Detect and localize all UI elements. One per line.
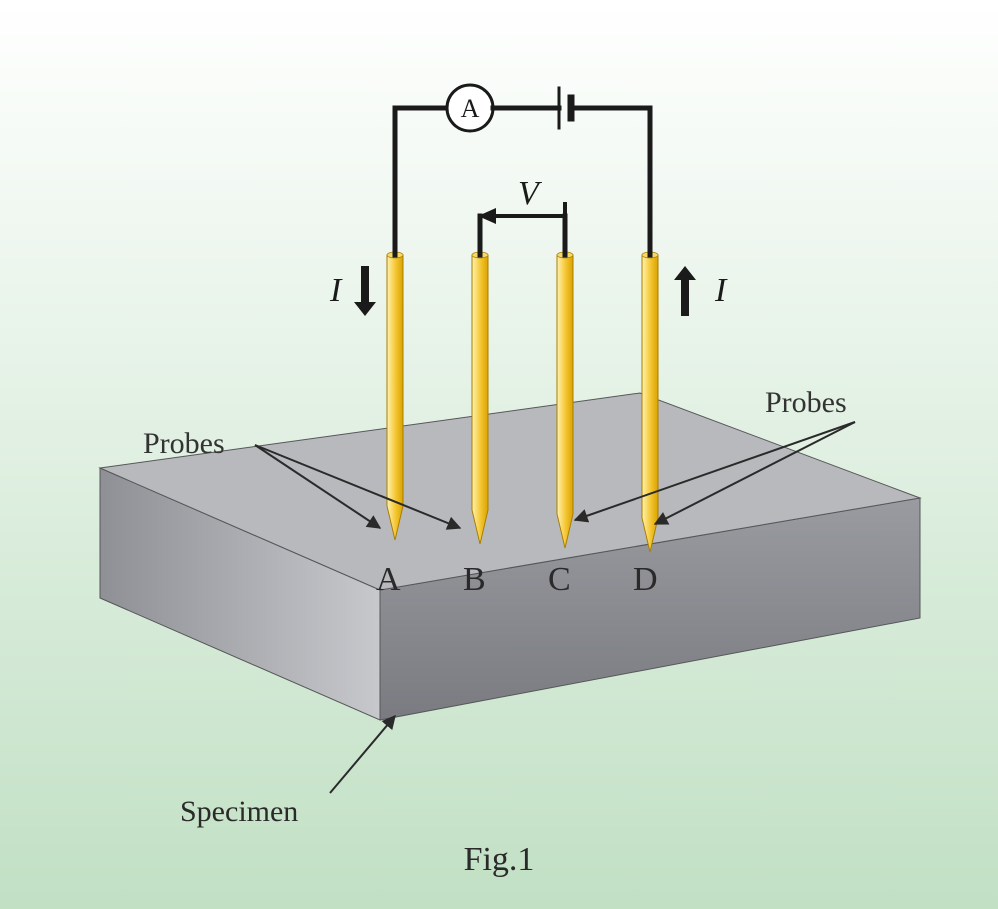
figure-stage: ABCD AVIIProbesProbesSpecimen Fig.1	[0, 0, 998, 909]
probe-c	[557, 255, 573, 548]
figure-caption: Fig.1	[464, 841, 535, 878]
probe-label-c: C	[548, 561, 571, 598]
probe-a	[387, 255, 403, 540]
probe-d	[642, 255, 658, 552]
probe-label-b: B	[463, 561, 486, 598]
probe-b	[472, 255, 488, 544]
current-label-left: I	[329, 272, 343, 309]
current-label-right: I	[714, 272, 728, 309]
probe-label-a: A	[376, 561, 401, 598]
probes-label-left: Probes	[143, 427, 225, 460]
probe-label-d: D	[633, 561, 658, 598]
ammeter-label: A	[461, 94, 480, 123]
specimen-label: Specimen	[180, 795, 298, 828]
probes-label-right: Probes	[765, 386, 847, 419]
